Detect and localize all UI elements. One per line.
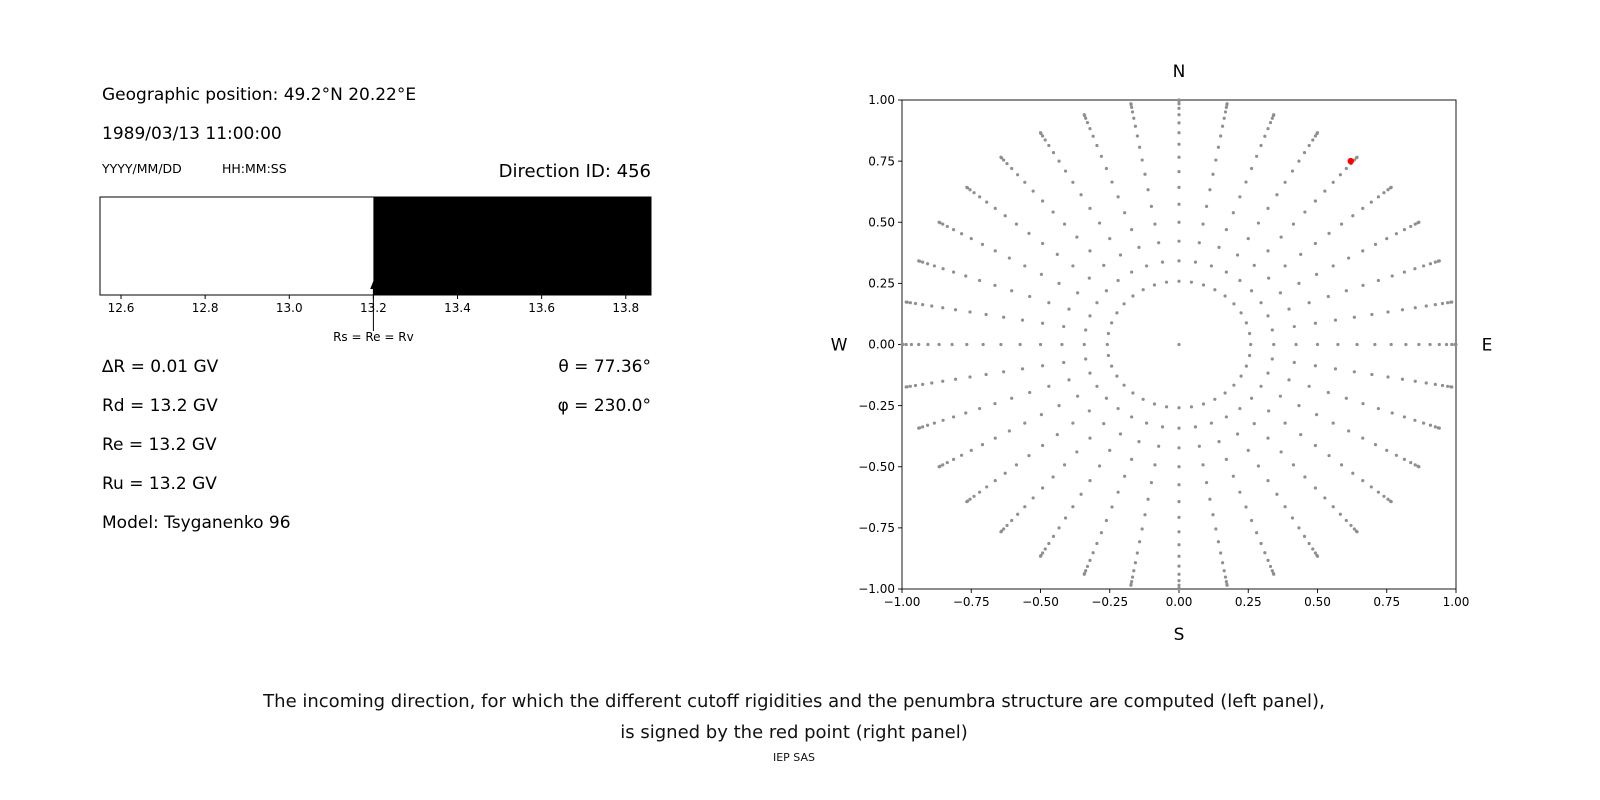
compass-south-label: S [1174, 625, 1185, 645]
figure-caption: The incoming direction, for which the di… [0, 686, 1588, 765]
selected-direction-point [1347, 157, 1354, 165]
svg-text:0.25: 0.25 [1235, 595, 1262, 609]
penumbra-frame [99, 196, 652, 296]
svg-text:0.00: 0.00 [1166, 595, 1193, 609]
direction-scatter-chart: −1.00 −0.75 −0.50 −0.25 0.00 0.25 0.50 0.75 1.00… [831, 62, 1493, 645]
svg-text:0.50: 0.50 [868, 215, 895, 229]
svg-text:12.8: 12.8 [192, 301, 219, 315]
compass-north-label: N [1173, 62, 1186, 82]
penumbra-bands [100, 197, 651, 295]
svg-text:13.0: 13.0 [276, 301, 303, 315]
svg-text:0.00: 0.00 [868, 338, 895, 352]
svg-text:−1.00: −1.00 [884, 595, 921, 609]
compass-labels: N S W E [831, 62, 1493, 645]
svg-text:−0.50: −0.50 [1022, 595, 1059, 609]
compass-west-label: W [831, 336, 848, 356]
svg-text:0.75: 0.75 [1373, 595, 1400, 609]
rd-label: Rd = 13.2 GV [102, 396, 218, 416]
svg-text:0.75: 0.75 [868, 154, 895, 168]
svg-text:−0.25: −0.25 [1091, 595, 1128, 609]
direction-grid-points [900, 98, 1458, 591]
svg-text:13.8: 13.8 [612, 301, 639, 315]
svg-text:−1.00: −1.00 [858, 582, 895, 596]
penumbra-x-axis: 12.6 12.8 13.0 13.2 13.4 13.6 13.8 [108, 295, 639, 315]
svg-text:0.25: 0.25 [868, 277, 895, 291]
delta-r-label: ∆R = 0.01 GV [102, 357, 219, 377]
model-label: Model: Tsyganenko 96 [102, 513, 291, 533]
svg-text:0.50: 0.50 [1304, 595, 1331, 609]
penumbra-marker-arrow [370, 281, 377, 331]
caption-line-2: is signed by the red point (right panel) [620, 722, 968, 743]
credit-label: IEP SAS [772, 751, 816, 764]
time-format-label: HH:MM:SS [222, 161, 287, 176]
theta-label: θ = 77.36° [558, 357, 651, 377]
scatter-x-axis: −1.00 −0.75 −0.50 −0.25 0.00 0.25 0.50 0.75 1.00 [884, 589, 1470, 609]
ru-label: Ru = 13.2 GV [102, 474, 217, 494]
svg-text:13.4: 13.4 [444, 301, 471, 315]
compass-east-label: E [1482, 336, 1493, 356]
re-label: Re = 13.2 GV [102, 435, 217, 455]
svg-text:1.00: 1.00 [1443, 595, 1470, 609]
phi-label: φ = 230.0° [557, 396, 651, 416]
svg-text:13.6: 13.6 [528, 301, 555, 315]
svg-text:12.6: 12.6 [108, 301, 135, 315]
datetime-label: 1989/03/13 11:00:00 [102, 124, 282, 144]
penumbra-chart: 12.6 12.8 13.0 13.2 13.4 13.6 13.8Rs = Re = Rv [99, 196, 652, 344]
svg-text:−0.25: −0.25 [858, 399, 895, 413]
direction-id-label: Direction ID: 456 [498, 161, 651, 182]
penumbra-marker-label: Rs = Re = Rv [333, 330, 414, 344]
svg-text:−0.50: −0.50 [858, 460, 895, 474]
svg-text:1.00: 1.00 [868, 93, 895, 107]
geo-position-label: Geographic position: 49.2°N 20.22°E [102, 85, 417, 105]
svg-text:−0.75: −0.75 [953, 595, 990, 609]
svg-text:−0.75: −0.75 [858, 521, 895, 535]
scatter-y-axis: −1.00 −0.75 −0.50 −0.25 0.00 0.25 0.50 0.75 1.00 [858, 93, 902, 596]
date-format-label: YYYY/MM/DD [102, 161, 182, 176]
caption-line-1: The incoming direction, for which the di… [263, 691, 1325, 712]
